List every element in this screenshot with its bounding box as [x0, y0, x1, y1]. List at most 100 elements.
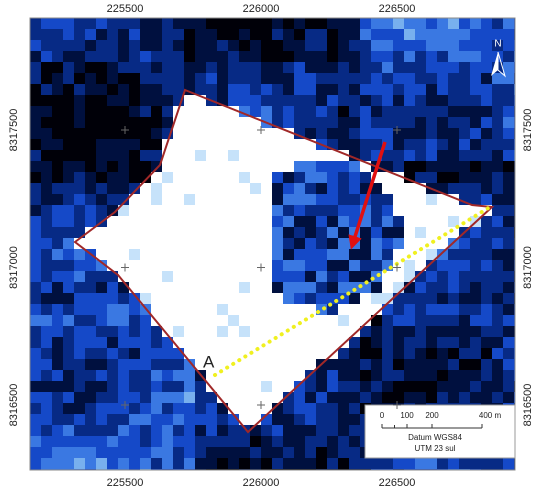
raster-cell [63, 458, 74, 469]
raster-cell [415, 62, 426, 73]
raster-cell [481, 359, 492, 370]
raster-cell [503, 392, 514, 403]
raster-cell [96, 62, 107, 73]
raster-cell [514, 304, 525, 315]
raster-cell [382, 392, 393, 403]
raster-cell [52, 29, 63, 40]
raster-cell [404, 260, 415, 271]
raster-cell [404, 304, 415, 315]
raster-cell [437, 161, 448, 172]
raster-cell [195, 84, 206, 95]
raster-cell [426, 359, 437, 370]
raster-cell [327, 458, 338, 469]
raster-cell [184, 447, 195, 458]
raster-cell [503, 29, 514, 40]
raster-cell [85, 205, 96, 216]
raster-cell [305, 436, 316, 447]
raster-cell [195, 447, 206, 458]
raster-cell [151, 128, 162, 139]
raster-cell [151, 337, 162, 348]
raster-cell [96, 51, 107, 62]
raster-cell [272, 183, 283, 194]
raster-cell [305, 216, 316, 227]
raster-cell [503, 95, 514, 106]
northing-label-right: 8317500 [522, 109, 534, 152]
raster-cell [30, 293, 41, 304]
raster-cell [41, 469, 52, 480]
raster-cell [63, 18, 74, 29]
raster-cell [85, 73, 96, 84]
raster-cell [41, 194, 52, 205]
raster-cell [437, 348, 448, 359]
raster-cell [30, 403, 41, 414]
raster-cell [393, 194, 404, 205]
raster-cell [294, 62, 305, 73]
raster-cell [206, 304, 217, 315]
raster-cell [272, 139, 283, 150]
raster-cell [173, 183, 184, 194]
raster-cell [360, 117, 371, 128]
raster-cell [250, 293, 261, 304]
raster-cell [96, 458, 107, 469]
raster-cell [52, 62, 63, 73]
raster-cell [272, 260, 283, 271]
raster-cell [151, 282, 162, 293]
raster-cell [261, 62, 272, 73]
raster-cell [459, 282, 470, 293]
raster-cell [305, 249, 316, 260]
raster-cell [272, 106, 283, 117]
raster-cell [96, 84, 107, 95]
raster-cell [481, 18, 492, 29]
raster-cell [184, 436, 195, 447]
raster-cell [470, 161, 481, 172]
raster-cell [294, 29, 305, 40]
raster-cell [195, 392, 206, 403]
raster-cell [107, 249, 118, 260]
scale-label: 400 m [479, 411, 502, 420]
raster-cell [514, 183, 525, 194]
raster-cell [162, 293, 173, 304]
raster-cell [371, 29, 382, 40]
raster-cell [250, 216, 261, 227]
raster-cell [151, 73, 162, 84]
raster-cell [404, 73, 415, 84]
raster-cell [448, 95, 459, 106]
raster-cell [41, 359, 52, 370]
raster-cell [382, 315, 393, 326]
raster-cell [129, 337, 140, 348]
raster-cell [140, 425, 151, 436]
raster-cell [338, 106, 349, 117]
raster-cell [30, 29, 41, 40]
raster-cell [63, 436, 74, 447]
raster-cell [294, 205, 305, 216]
raster-cell [140, 249, 151, 260]
raster-cell [283, 95, 294, 106]
raster-cell [393, 161, 404, 172]
raster-cell [404, 359, 415, 370]
raster-cell [41, 84, 52, 95]
raster-cell [162, 447, 173, 458]
raster-cell [305, 414, 316, 425]
raster-cell [151, 29, 162, 40]
raster-cell [503, 183, 514, 194]
raster-cell [173, 51, 184, 62]
raster-cell [206, 337, 217, 348]
raster-cell [514, 84, 525, 95]
raster-cell [228, 469, 239, 480]
raster-cell [316, 205, 327, 216]
raster-cell [140, 370, 151, 381]
raster-cell [184, 161, 195, 172]
raster-cell [481, 348, 492, 359]
raster-cell [140, 381, 151, 392]
raster-cell [162, 18, 173, 29]
raster-cell [162, 227, 173, 238]
raster-cell [129, 458, 140, 469]
raster-cell [41, 95, 52, 106]
map-figure: A N 0 100 200 400 m Datum WGS84 UTM 23 s… [0, 0, 540, 492]
raster-cell [228, 326, 239, 337]
raster-cell [470, 183, 481, 194]
raster-cell [107, 161, 118, 172]
raster-cell [41, 436, 52, 447]
raster-cell [481, 392, 492, 403]
raster-cell [316, 40, 327, 51]
